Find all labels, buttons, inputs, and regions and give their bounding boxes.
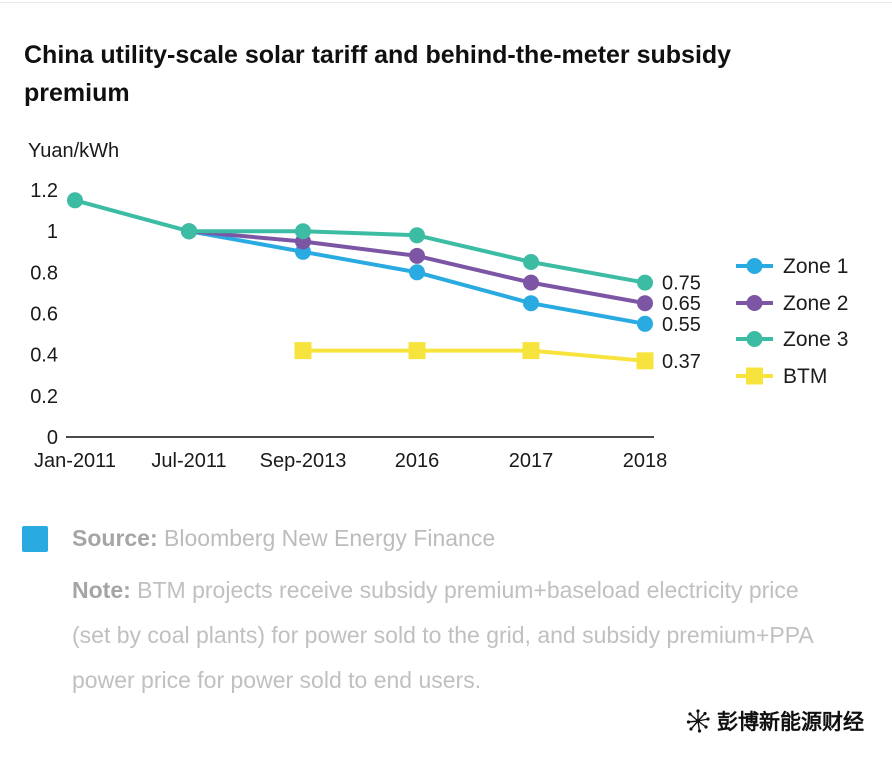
end-value-label-zone-3: 0.75: [662, 273, 701, 295]
end-value-label-zone-2: 0.65: [662, 293, 701, 315]
bnef-logo-icon: [686, 709, 710, 733]
series-marker-zone-3: [295, 223, 311, 240]
series-marker-zone-3: [637, 274, 653, 291]
legend-label-zone-1: Zone 1: [783, 255, 848, 278]
y-tick-label: 0.4: [30, 345, 58, 367]
series-marker-btm: [636, 352, 654, 370]
watermark: 彭博新能源财经: [685, 706, 864, 736]
series-line-zone-3: [74, 198, 646, 285]
series-marker-zone-1: [409, 264, 425, 281]
end-value-label-btm: 0.37: [662, 351, 701, 373]
chart-title: China utility-scale solar tariff and beh…: [24, 41, 732, 107]
y-tick-label: 1.2: [30, 180, 58, 202]
source-marker-icon: [22, 526, 48, 552]
series-marker-zone-1: [637, 315, 653, 332]
legend-marker-zone-3: [746, 331, 763, 347]
series-marker-zone-3: [181, 223, 197, 240]
y-tick-label: 0.2: [30, 386, 58, 408]
legend-label-zone-2: Zone 2: [783, 292, 848, 315]
legend-item-btm: BTM: [736, 365, 827, 388]
series-marker-zone-1: [523, 295, 539, 312]
series-marker-zone-3: [409, 227, 425, 244]
source-line: Source: Bloomberg New Energy Finance: [72, 522, 822, 554]
end-value-label-zone-1: 0.55: [662, 314, 701, 336]
legend-marker-btm: [746, 367, 763, 385]
y-tick-label: 1: [47, 221, 58, 243]
series-marker-zone-2: [523, 274, 539, 291]
series-marker-zone-2: [409, 247, 425, 264]
note-label: Note:: [72, 577, 131, 603]
source-label: Source:: [72, 525, 158, 551]
legend-marker-zone-2: [746, 295, 763, 311]
series-line-btm: [303, 348, 646, 363]
x-tick-label: Jan-2011: [34, 450, 116, 472]
series-marker-zone-3: [523, 254, 539, 270]
source-row: Source: Bloomberg New Energy Finance Not…: [22, 522, 822, 703]
watermark-text: 彭博新能源财经: [717, 711, 864, 734]
series-marker-btm: [408, 342, 426, 360]
series-marker-btm: [522, 342, 540, 360]
source-text: Bloomberg New Energy Finance: [164, 525, 496, 551]
x-tick-label: Jul-2011: [151, 450, 226, 472]
x-tick-label: 2016: [395, 450, 440, 472]
y-tick-label: 0.6: [30, 304, 58, 326]
x-tick-label: 2018: [623, 450, 668, 472]
legend-label-zone-3: Zone 3: [783, 328, 848, 351]
legend-marker-zone-1: [746, 258, 763, 274]
y-axis-label: Yuan/kWh: [28, 140, 120, 162]
legend-item-zone-1: Zone 1: [736, 255, 848, 278]
note-line: Note: BTM projects receive subsidy premi…: [72, 568, 827, 703]
series-marker-zone-2: [637, 295, 653, 312]
y-tick-label: 0: [47, 427, 58, 449]
source-note-block: Source: Bloomberg New Energy Finance Not…: [72, 522, 822, 703]
x-tick-label: 2017: [509, 450, 554, 472]
top-divider: [0, 2, 892, 3]
y-tick-label: 0.8: [30, 262, 58, 284]
series-marker-btm: [294, 342, 312, 360]
legend-label-btm: BTM: [783, 365, 827, 388]
legend-item-zone-2: Zone 2: [736, 292, 848, 315]
x-tick-label: Sep-2013: [260, 450, 347, 472]
note-text: BTM projects receive subsidy premium+bas…: [72, 577, 813, 693]
legend-item-zone-3: Zone 3: [736, 328, 848, 351]
series-marker-zone-3: [67, 192, 83, 209]
